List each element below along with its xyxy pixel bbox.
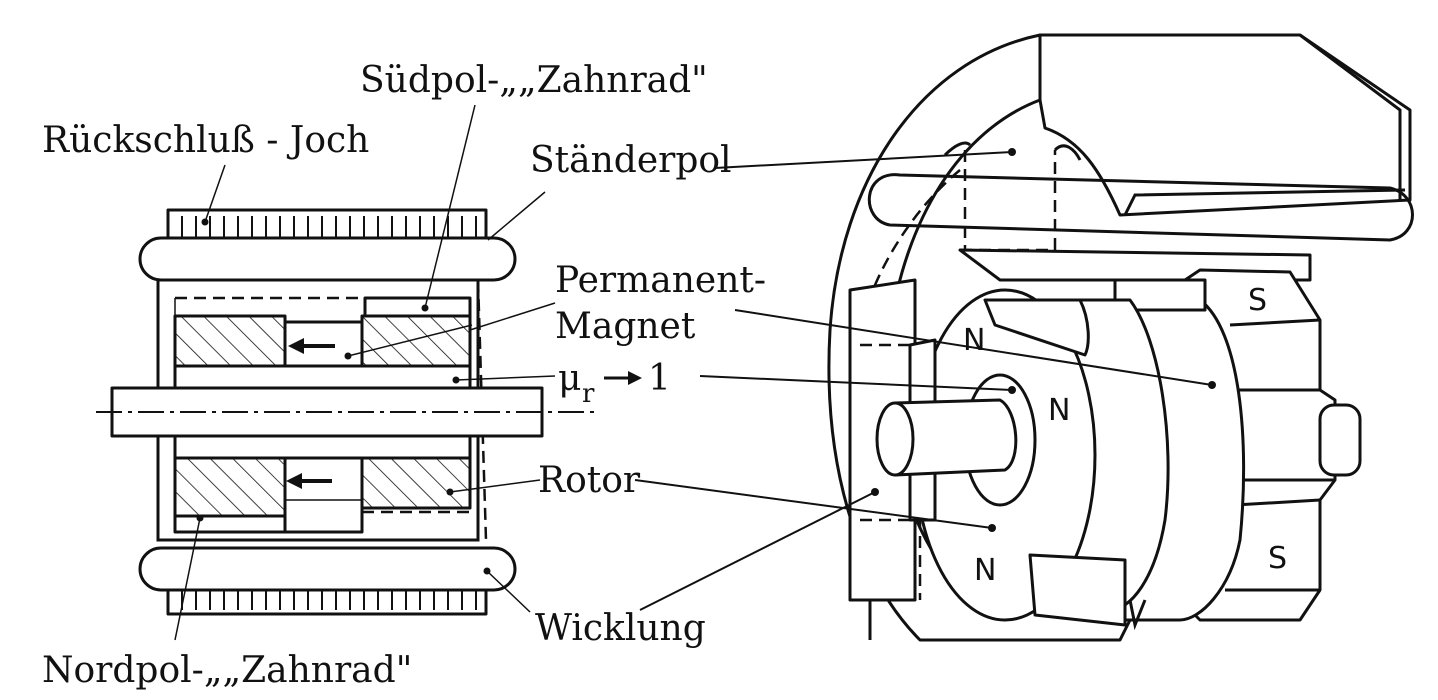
north-gear-tooth-bottom	[173, 514, 287, 534]
pole-letter-s-bottom: S	[1268, 541, 1287, 576]
winding-3d	[867, 173, 1414, 242]
flux-arrow-upper	[288, 338, 335, 354]
label-nordpol-zahnrad: Nordpol-„„Zahnrad"	[42, 650, 412, 691]
stator-dashed-edge	[476, 279, 488, 541]
label-mu-r: μ r 1	[558, 358, 671, 409]
claw-yoke	[827, 33, 1142, 642]
label-standerpol: Ständerpol	[530, 140, 732, 181]
magnet-lower-left	[173, 456, 287, 518]
yoke-comb-top	[166, 208, 488, 240]
perspective-view: N N N S S	[827, 33, 1414, 642]
label-rotor: Rotor	[538, 460, 641, 501]
pole-letter-n-bottom: N	[974, 553, 996, 588]
pole-letter-n-middle: N	[1048, 393, 1070, 428]
cross-section-view	[96, 208, 600, 616]
label-sudpol-zahnrad: Südpol-„„Zahnrad"	[360, 60, 708, 101]
label-mu-subscript: r	[582, 379, 595, 409]
label-mu: μ	[558, 358, 581, 399]
south-gear-tooth-top	[363, 296, 472, 318]
label-mu-value: 1	[648, 358, 671, 399]
winding-bottom	[138, 546, 517, 592]
label-permanent: Permanent-	[555, 260, 766, 301]
leader-lines	[174, 104, 1213, 641]
labels: Rückschluß - Joch Südpol-„„Zahnrad" Stän…	[42, 60, 766, 691]
magnet-upper-right	[360, 314, 472, 368]
gap-block-lower	[283, 456, 364, 534]
flux-arrow-lower	[286, 473, 332, 489]
rotor-core-lower	[173, 434, 472, 460]
magnet-lower-right	[360, 456, 472, 510]
yoke-comb-bottom	[166, 588, 488, 616]
label-wicklung: Wicklung	[535, 608, 706, 649]
leader-dots	[196, 148, 1216, 575]
rotor-core-upper	[173, 364, 472, 390]
pole-letter-n-top: N	[963, 323, 985, 358]
shaft-3d	[893, 398, 1018, 477]
pole-letter-s-top: S	[1248, 283, 1267, 318]
winding-top	[138, 236, 517, 282]
magnet-upper-left	[173, 314, 287, 368]
label-magnet: Magnet	[555, 306, 696, 347]
stator-pole-top-block	[1038, 33, 1412, 217]
label-ruckschluss-joch: Rückschluß - Joch	[42, 120, 369, 161]
